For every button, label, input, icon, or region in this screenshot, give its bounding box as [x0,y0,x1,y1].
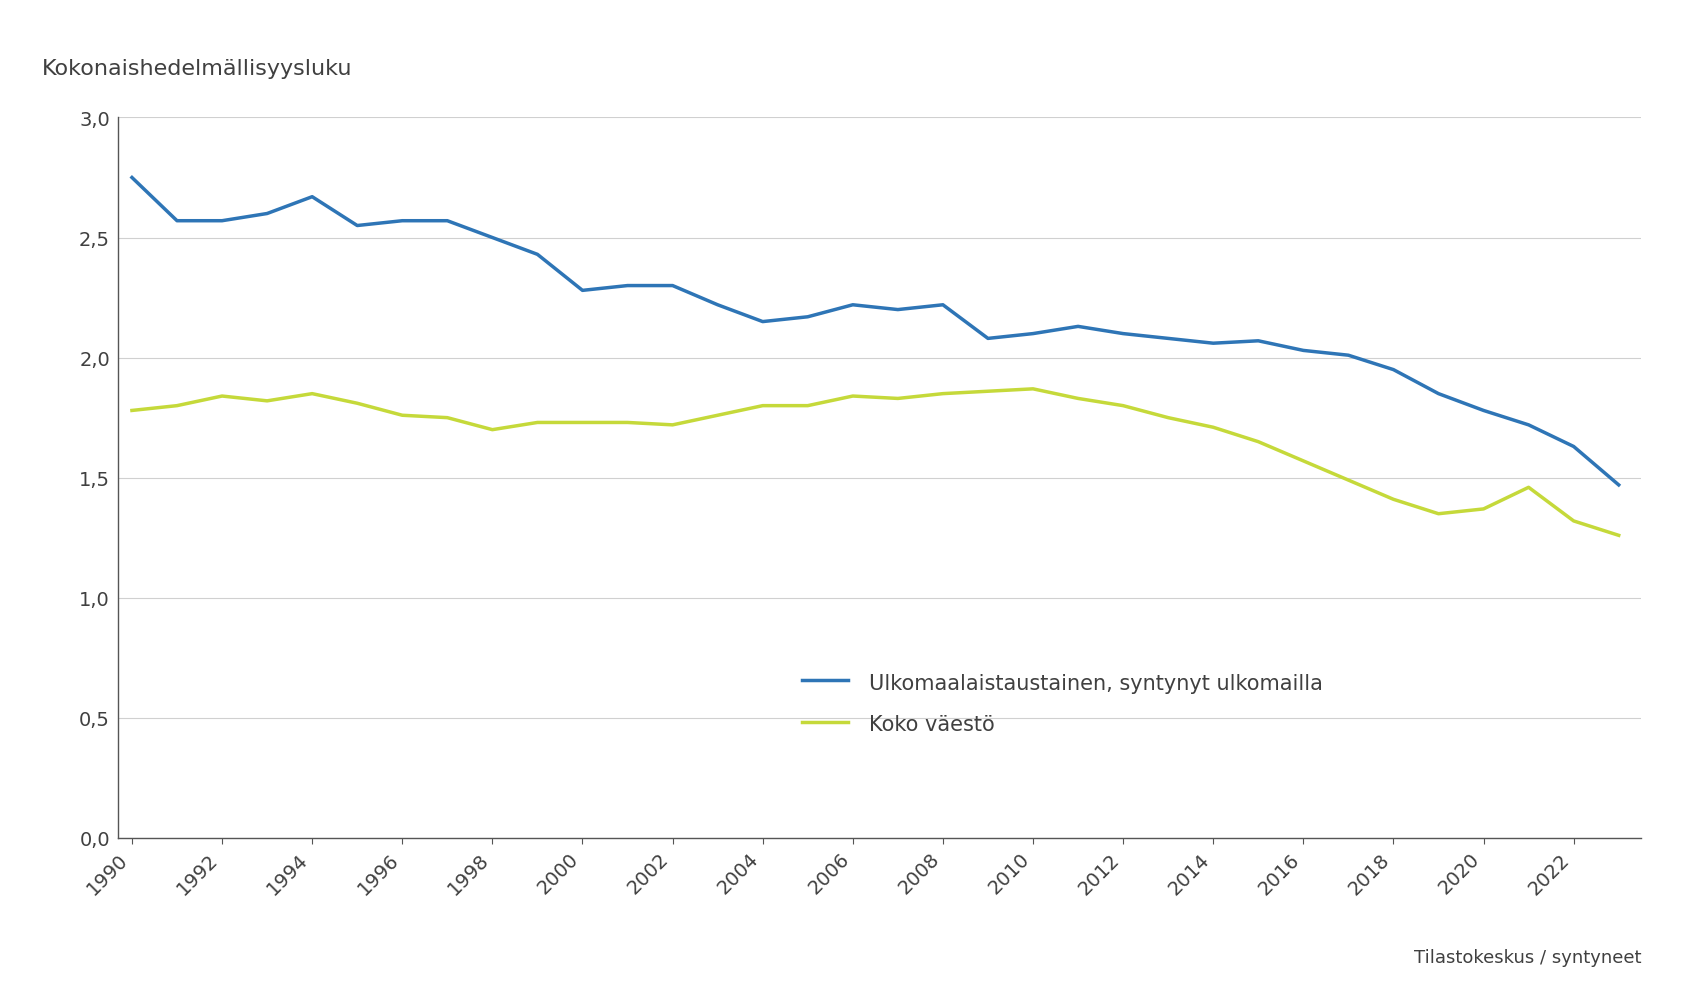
Koko väestö [1249,436,1269,448]
Koko väestö [797,400,817,412]
Koko väestö [1428,508,1448,520]
Koko väestö [1563,516,1584,528]
Koko väestö [1157,412,1178,424]
Koko väestö [978,386,998,397]
Ulkomaalaistaustainen, syntynyt ulkomailla [1249,335,1269,347]
Ulkomaalaistaustainen, syntynyt ulkomailla [753,317,773,328]
Ulkomaalaistaustainen, syntynyt ulkomailla [1563,441,1584,453]
Ulkomaalaistaustainen, syntynyt ulkomailla [843,300,863,312]
Ulkomaalaistaustainen, syntynyt ulkomailla [1474,405,1494,417]
Koko väestö [663,419,684,431]
Koko väestö [1113,400,1134,412]
Koko väestö [347,398,367,410]
Ulkomaalaistaustainen, syntynyt ulkomailla [1203,338,1223,350]
Koko väestö [301,388,321,400]
Ulkomaalaistaustainen, syntynyt ulkomailla [1024,328,1044,340]
Ulkomaalaistaustainen, syntynyt ulkomailla [797,312,817,323]
Ulkomaalaistaustainen, syntynyt ulkomailla [1428,388,1448,400]
Ulkomaalaistaustainen, syntynyt ulkomailla [1113,328,1134,340]
Ulkomaalaistaustainen, syntynyt ulkomailla [663,280,684,292]
Ulkomaalaistaustainen, syntynyt ulkomailla [393,216,413,228]
Ulkomaalaistaustainen, syntynyt ulkomailla [1293,345,1313,357]
Ulkomaalaistaustainen, syntynyt ulkomailla [1518,419,1538,431]
Ulkomaalaistaustainen, syntynyt ulkomailla [618,280,638,292]
Koko väestö [528,417,548,429]
Koko väestö [1518,482,1538,494]
Koko väestö [437,412,457,424]
Ulkomaalaistaustainen, syntynyt ulkomailla [528,249,548,261]
Ulkomaalaistaustainen, syntynyt ulkomailla [1338,350,1359,362]
Koko väestö [212,390,232,402]
Koko väestö [932,388,953,400]
Koko väestö [1384,494,1404,506]
Koko väestö [257,395,277,407]
Ulkomaalaistaustainen, syntynyt ulkomailla [482,233,503,245]
Ulkomaalaistaustainen, syntynyt ulkomailla [1157,333,1178,345]
Text: Tilastokeskus / syntyneet: Tilastokeskus / syntyneet [1415,949,1641,966]
Koko väestö [1293,456,1313,467]
Ulkomaalaistaustainen, syntynyt ulkomailla [888,305,909,317]
Ulkomaalaistaustainen, syntynyt ulkomailla [978,333,998,345]
Ulkomaalaistaustainen, syntynyt ulkomailla [1384,364,1404,376]
Ulkomaalaistaustainen, syntynyt ulkomailla [347,220,367,232]
Ulkomaalaistaustainen, syntynyt ulkomailla [301,191,321,203]
Ulkomaalaistaustainen, syntynyt ulkomailla [212,216,232,228]
Koko väestö [1203,422,1223,434]
Koko väestö [753,400,773,412]
Ulkomaalaistaustainen, syntynyt ulkomailla [932,300,953,312]
Koko väestö [1474,504,1494,516]
Legend: Ulkomaalaistaustainen, syntynyt ulkomailla, Koko väestö: Ulkomaalaistaustainen, syntynyt ulkomail… [802,672,1323,735]
Ulkomaalaistaustainen, syntynyt ulkomailla [1609,479,1629,491]
Ulkomaalaistaustainen, syntynyt ulkomailla [572,285,592,297]
Koko väestö [572,417,592,429]
Koko väestö [707,410,728,422]
Ulkomaalaistaustainen, syntynyt ulkomailla [122,173,142,184]
Text: Kokonaishedelmällisyysluku: Kokonaishedelmällisyysluku [42,59,354,79]
Line: Ulkomaalaistaustainen, syntynyt ulkomailla: Ulkomaalaistaustainen, syntynyt ulkomail… [132,178,1619,485]
Line: Koko väestö: Koko väestö [132,389,1619,535]
Ulkomaalaistaustainen, syntynyt ulkomailla [707,300,728,312]
Ulkomaalaistaustainen, syntynyt ulkomailla [257,208,277,220]
Koko väestö [482,424,503,436]
Ulkomaalaistaustainen, syntynyt ulkomailla [1068,321,1088,333]
Koko väestö [843,390,863,402]
Koko väestö [393,410,413,422]
Ulkomaalaistaustainen, syntynyt ulkomailla [168,216,188,228]
Koko väestö [1338,474,1359,486]
Koko väestö [618,417,638,429]
Ulkomaalaistaustainen, syntynyt ulkomailla [437,216,457,228]
Koko väestö [1068,393,1088,405]
Koko väestö [168,400,188,412]
Koko väestö [888,393,909,405]
Koko väestö [1609,529,1629,541]
Koko väestö [1024,384,1044,395]
Koko väestö [122,405,142,417]
